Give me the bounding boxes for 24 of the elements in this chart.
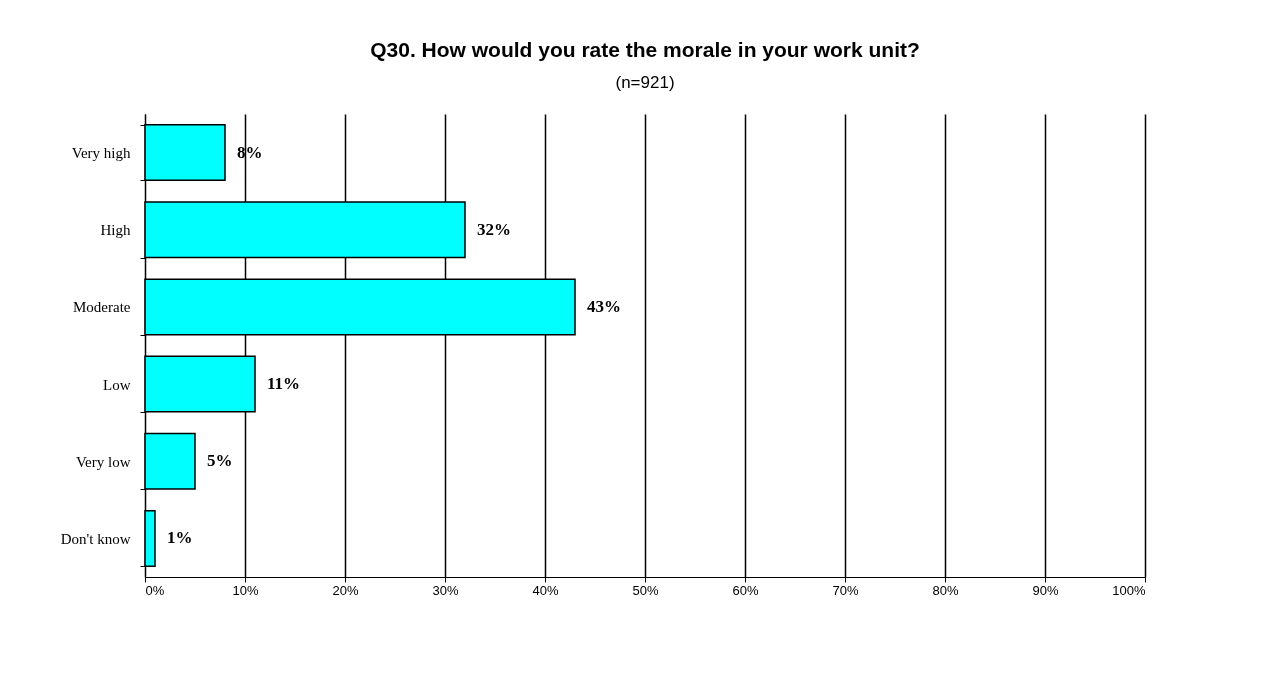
x-tick-label: 40%: [532, 582, 559, 598]
chart-subtitle: (n=921): [615, 73, 675, 92]
data-label: 32%: [477, 219, 511, 239]
x-tick-label: 30%: [432, 582, 459, 598]
x-tick-label: 0%: [145, 582, 165, 598]
y-tick-label: Very low: [75, 453, 131, 470]
x-tick-label: 20%: [332, 582, 359, 598]
data-label: 43%: [587, 296, 621, 316]
x-tick-label: 60%: [732, 582, 759, 598]
x-tick-label: 90%: [1032, 582, 1059, 598]
x-tick-label: 100%: [1112, 582, 1146, 598]
x-tick-label: 10%: [232, 582, 259, 598]
y-tick-label: Don't know: [60, 530, 131, 547]
y-tick-label: High: [100, 222, 131, 239]
y-tick-label: Low: [103, 376, 131, 393]
x-tick-label: 70%: [832, 582, 859, 598]
chart-title: Q30. How would you rate the morale in your work unit?: [370, 38, 920, 61]
data-label: 5%: [207, 451, 233, 471]
x-tick-label: 50%: [632, 582, 659, 598]
y-tick-label: Moderate: [73, 299, 131, 316]
data-label: 1%: [167, 528, 193, 548]
x-tick-label: 80%: [932, 582, 959, 598]
y-tick-label: Very high: [71, 145, 131, 162]
data-label: 11%: [267, 374, 301, 394]
